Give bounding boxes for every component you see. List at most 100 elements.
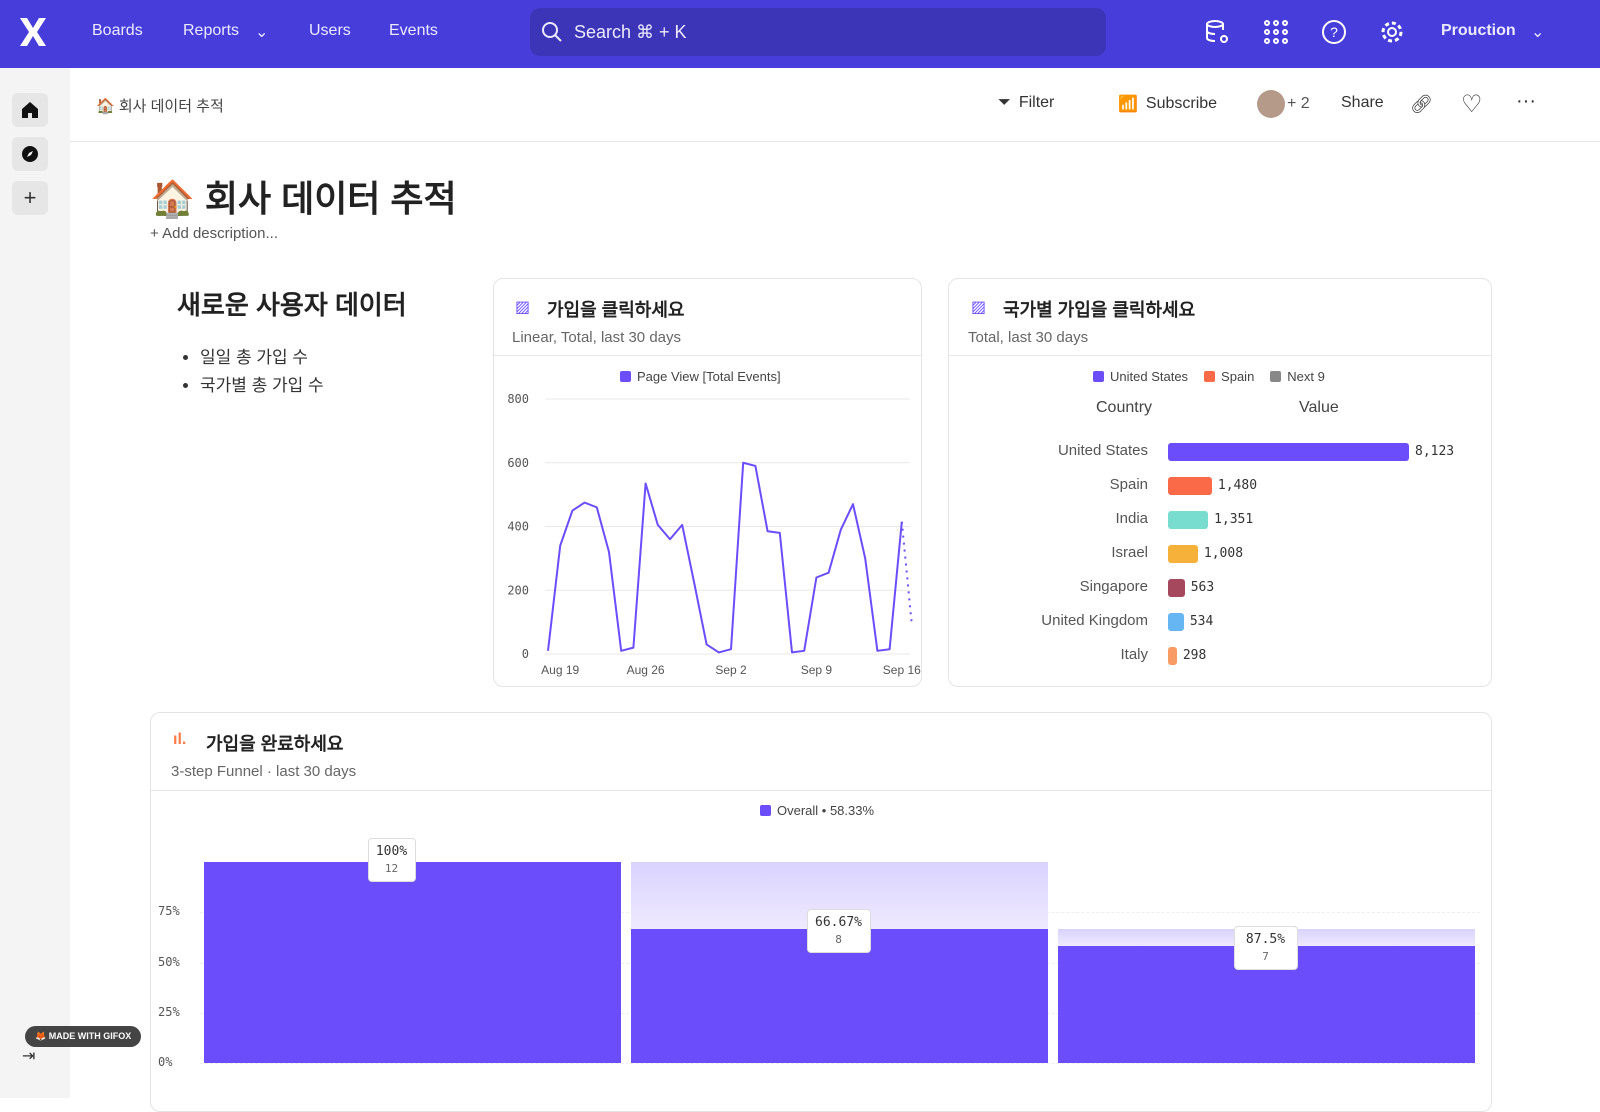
bar-value-label: 298 <box>1182 648 1207 663</box>
gear-icon[interactable] <box>1378 18 1406 46</box>
bar[interactable] <box>1168 647 1177 665</box>
link-icon[interactable]: 🔗︎ <box>1410 94 1433 114</box>
gridline <box>200 1063 1480 1064</box>
step-value-tooltip: 87.5% 7 <box>1233 925 1298 970</box>
add-description[interactable]: + Add description... <box>150 225 278 242</box>
nav-reports[interactable]: Reports <box>183 22 240 39</box>
bar-value-label: 8,123 <box>1415 444 1455 459</box>
step-percent: 66.67% <box>815 914 862 930</box>
page-title: 🏠 회사 데이터 추적 <box>150 178 457 219</box>
list-item: 일일 총 가입 수 <box>200 344 324 372</box>
country-label: Singapore <box>1079 578 1148 595</box>
line-card-subtitle: Linear, Total, last 30 days <box>512 329 681 346</box>
bar-value-label: 534 <box>1189 614 1214 629</box>
svg-text:?: ? <box>1330 24 1338 40</box>
country-label: United States <box>1057 442 1148 459</box>
rss-icon: 📶 <box>1118 96 1138 113</box>
bar[interactable] <box>1168 443 1409 461</box>
more-icon[interactable]: ··· <box>1516 90 1536 112</box>
text-card-list: 일일 총 가입 수 국가별 총 가입 수 <box>200 344 324 400</box>
search-placeholder: Search ⌘ + K <box>574 21 687 42</box>
avatar-count: + 2 <box>1287 95 1310 112</box>
bar[interactable] <box>1168 545 1198 563</box>
list-item: 국가별 총 가입 수 <box>200 372 324 400</box>
bar-value-label: 1,351 <box>1214 512 1254 527</box>
legend-label: Overall • 58.33% <box>777 803 875 818</box>
filter-button[interactable]: ⏷ Filter <box>998 94 1054 112</box>
line-chart-icon: ▨ <box>515 299 531 316</box>
bar[interactable] <box>1168 579 1185 597</box>
y-tick-label: 25% <box>158 1004 180 1019</box>
sidebar: + ⇥ <box>0 68 70 1098</box>
funnel-step-bar[interactable] <box>204 862 621 1063</box>
line-legend[interactable]: Page View [Total Events] <box>620 369 781 384</box>
bar-legend: United States Spain Next 9 <box>1093 369 1325 384</box>
funnel-legend[interactable]: Overall • 58.33% <box>760 803 874 818</box>
subscribe-button[interactable]: 📶 Subscribe <box>1118 94 1217 114</box>
database-settings-icon[interactable] <box>1203 18 1231 46</box>
sidebar-explore[interactable] <box>12 137 48 171</box>
help-icon[interactable]: ? <box>1320 18 1348 46</box>
bar-value-label: 563 <box>1190 580 1215 595</box>
y-tick-label: 50% <box>158 954 180 969</box>
heart-icon[interactable]: ♡ <box>1461 91 1483 118</box>
logo-icon[interactable] <box>18 16 48 48</box>
bar[interactable] <box>1168 477 1212 495</box>
legend-swatch <box>620 371 631 382</box>
legend-item[interactable]: Next 9 <box>1270 369 1325 384</box>
step-percent: 100% <box>375 844 408 859</box>
breadcrumb[interactable]: 🏠 회사 데이터 추적 <box>96 98 224 115</box>
country-label: United Kingdom <box>1041 612 1148 629</box>
badge-text: MADE WITH GIFOX <box>48 1031 132 1041</box>
chevron-down-icon[interactable]: ⌄ <box>1531 24 1545 41</box>
expand-sidebar-icon[interactable]: ⇥ <box>22 1048 36 1065</box>
sidebar-home[interactable] <box>12 93 48 127</box>
step-percent: 87.5% <box>1245 931 1286 947</box>
legend-label: Spain <box>1221 369 1255 384</box>
sidebar-add[interactable]: + <box>12 181 48 215</box>
country-bar-card[interactable] <box>948 278 1492 687</box>
search-input[interactable]: Search ⌘ + K <box>530 8 1106 56</box>
y-tick-label: 0% <box>158 1055 173 1069</box>
step-value-tooltip: 100% 12 <box>367 838 416 882</box>
nav-users[interactable]: Users <box>309 22 351 39</box>
step-count: 8 <box>835 932 842 946</box>
funnel-card-subtitle: 3-step Funnel · last 30 days <box>171 763 357 780</box>
country-label: India <box>1115 510 1148 527</box>
legend-label: United States <box>1110 369 1189 384</box>
avatar <box>1257 90 1285 118</box>
column-header-country[interactable]: Country <box>1096 399 1153 416</box>
bar[interactable] <box>1168 511 1209 529</box>
compass-icon <box>22 146 38 162</box>
legend-item[interactable]: United States <box>1093 369 1188 384</box>
apps-grid-icon[interactable] <box>1262 18 1290 46</box>
legend-label: Next 9 <box>1287 369 1325 384</box>
chevron-down-icon[interactable]: ⌄ <box>255 24 269 41</box>
legend-swatch <box>1270 371 1282 382</box>
legend-swatch <box>760 805 771 816</box>
home-icon <box>22 102 38 118</box>
subscribe-label: Subscribe <box>1145 95 1218 112</box>
step-count: 12 <box>384 862 399 875</box>
legend-swatch <box>1204 371 1216 382</box>
text-card-title: 새로운 사용자 데이터 <box>177 290 407 320</box>
country-label: Spain <box>1109 476 1148 493</box>
country-label: Italy <box>1120 646 1148 663</box>
nav-boards[interactable]: Boards <box>92 22 143 39</box>
bar-card-title[interactable]: 국가별 가입을 클릭하세요 <box>1003 300 1196 320</box>
bar-value-label: 1,008 <box>1203 546 1244 561</box>
line-card-title[interactable]: 가입을 클릭하세요 <box>547 300 685 320</box>
bar-card-subtitle: Total, last 30 days <box>968 329 1089 346</box>
project-selector[interactable]: Prouction <box>1441 22 1516 39</box>
country-label: Israel <box>1111 544 1148 561</box>
filter-label: Filter <box>1018 94 1055 111</box>
fox-icon: 🦊 <box>35 1031 49 1041</box>
share-button[interactable]: Share <box>1341 94 1384 111</box>
legend-label: Page View [Total Events] <box>637 369 781 384</box>
nav-events[interactable]: Events <box>389 22 438 39</box>
bar[interactable] <box>1168 613 1184 631</box>
funnel-card-title[interactable]: 가입을 완료하세요 <box>206 734 344 754</box>
legend-item[interactable]: Spain <box>1204 369 1254 384</box>
collaborators[interactable]: + 2 <box>1257 90 1310 118</box>
column-header-value[interactable]: Value <box>1299 399 1339 416</box>
